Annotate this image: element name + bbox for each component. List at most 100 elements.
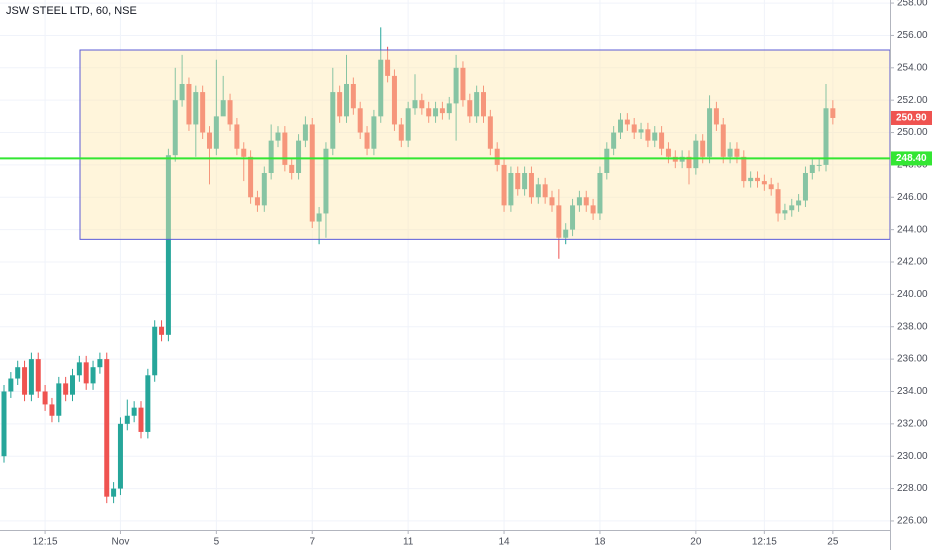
candle-body <box>138 407 144 432</box>
hline-label: 248.40 <box>896 153 927 164</box>
candle-body <box>494 148 500 165</box>
candle-body <box>104 359 110 497</box>
candle-body <box>734 148 740 157</box>
candle-body <box>241 148 247 157</box>
candle-body <box>385 59 391 76</box>
candle-body <box>268 140 274 173</box>
candle-body <box>549 197 555 206</box>
candle-body <box>186 83 192 125</box>
candle-body <box>193 92 199 125</box>
candle-body <box>124 415 130 424</box>
y-tick-label: 234.00 <box>897 386 928 397</box>
candle-body <box>830 108 836 118</box>
candle-body <box>426 108 432 117</box>
candle-body <box>460 67 466 101</box>
candle-body <box>775 189 781 214</box>
candle-body <box>693 140 699 169</box>
candle-body <box>474 92 480 117</box>
candle-body <box>49 404 55 416</box>
candle-body <box>296 140 302 173</box>
candle-body <box>419 100 425 109</box>
candle-body <box>254 197 260 206</box>
candle-body <box>289 164 295 173</box>
candle-body <box>713 108 719 125</box>
candle-body <box>35 359 41 392</box>
hline-badge <box>891 151 932 166</box>
candle-body <box>638 129 644 133</box>
candle-body <box>213 116 219 149</box>
y-tick-label: 256.00 <box>897 30 928 41</box>
y-tick-label: 230.00 <box>897 451 928 462</box>
candle-body <box>309 124 315 222</box>
candle-body <box>624 119 630 125</box>
candle-body <box>535 184 541 198</box>
candle-body <box>802 172 808 201</box>
candle-body <box>391 75 397 125</box>
x-tick-label: 12:15 <box>33 537 58 548</box>
candle-body <box>200 92 206 133</box>
candle-body <box>611 132 617 149</box>
candle-body <box>789 205 795 211</box>
x-tick-label: 11 <box>403 537 414 548</box>
candle-body <box>631 124 637 133</box>
candle-body <box>179 83 185 101</box>
candle-body <box>15 367 21 379</box>
y-tick-label: 238.00 <box>897 321 928 332</box>
candle-body <box>659 132 665 149</box>
candle-body <box>604 148 610 173</box>
candle-body <box>357 108 363 133</box>
candle-body <box>378 59 384 117</box>
candle-body <box>467 100 473 117</box>
y-tick-label: 226.00 <box>897 516 928 527</box>
candle-body <box>261 172 267 206</box>
y-tick-label: 258.00 <box>897 0 928 9</box>
candle-body <box>282 132 288 165</box>
last-price-badge <box>891 110 932 125</box>
candle-body <box>748 177 754 182</box>
candle-body <box>768 184 774 190</box>
x-tick-label: 12:15 <box>752 537 777 548</box>
candle-body <box>556 205 562 238</box>
candle-body <box>172 100 178 156</box>
candle-body <box>1 391 7 457</box>
candle-body <box>152 326 158 376</box>
candle-body <box>665 148 671 157</box>
x-tick-label: 25 <box>827 537 839 548</box>
candle-body <box>446 103 452 114</box>
candle-body <box>542 184 548 198</box>
candle-body <box>83 362 89 384</box>
candle-body <box>22 367 28 395</box>
y-tick-label: 252.00 <box>897 95 928 106</box>
candle-body <box>707 108 713 157</box>
candle-body <box>652 132 658 141</box>
candle-body <box>316 213 322 222</box>
candle-body <box>816 164 822 166</box>
candle-body <box>453 67 459 104</box>
price-axis-bg <box>890 0 932 550</box>
candle-body <box>761 181 767 185</box>
candle-body <box>686 156 692 169</box>
candle-body <box>97 359 103 368</box>
y-tick-label: 236.00 <box>897 354 928 365</box>
candle-body <box>90 367 96 384</box>
candle-body <box>28 359 34 395</box>
candle-body <box>576 197 582 206</box>
candle-body <box>645 129 651 141</box>
x-tick-label: 7 <box>309 537 315 548</box>
candle-body <box>42 391 48 405</box>
candle-body <box>796 200 802 206</box>
x-tick-label: 20 <box>690 537 702 548</box>
x-tick-label: Nov <box>112 537 130 548</box>
y-tick-label: 254.00 <box>897 62 928 73</box>
candle-body <box>56 383 62 416</box>
candle-body <box>207 132 212 149</box>
candle-body <box>330 92 336 149</box>
candle-body <box>117 423 123 489</box>
candle-body <box>597 172 603 214</box>
candle-body <box>275 132 281 141</box>
candle-body <box>700 140 706 157</box>
candle-body <box>76 362 82 376</box>
x-tick-label: 5 <box>214 537 220 548</box>
candle-body <box>111 488 117 497</box>
